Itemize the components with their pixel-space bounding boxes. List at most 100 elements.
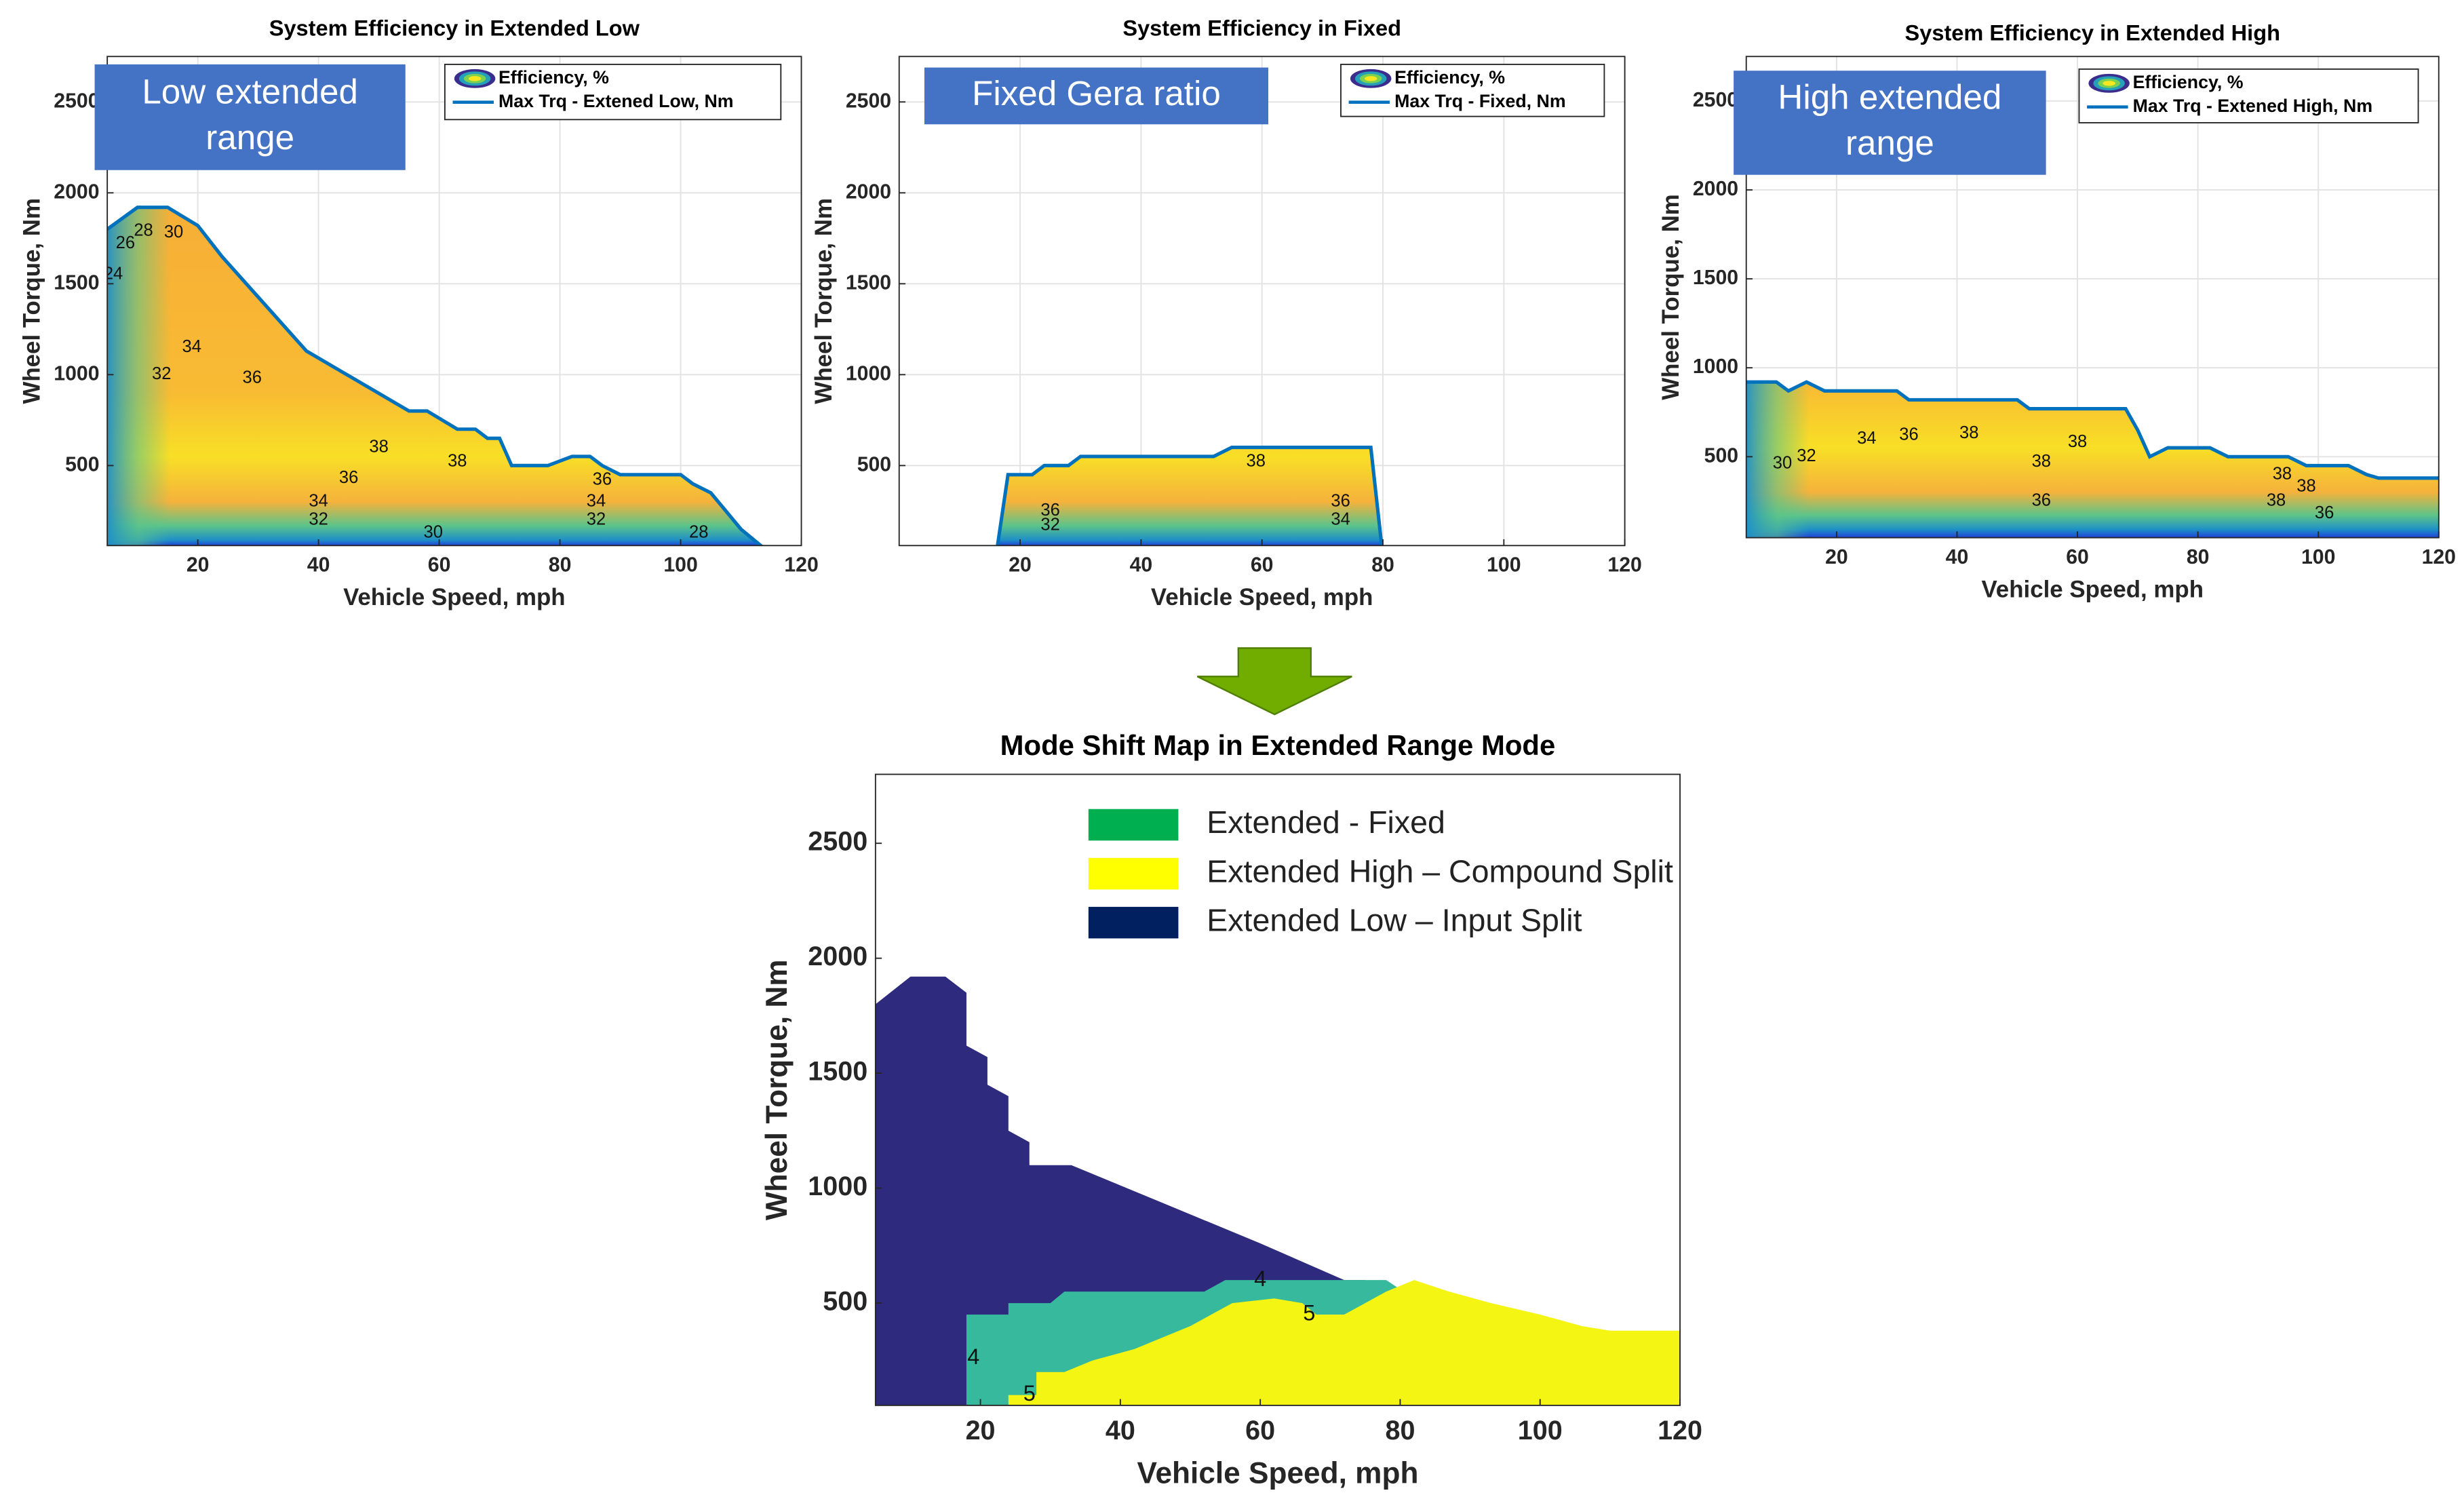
chart-title: Mode Shift Map in Extended Range Mode (1000, 729, 1556, 761)
contour-label: 34 (182, 337, 201, 356)
contour-label: 34 (1857, 429, 1876, 448)
x-axis-label: Vehicle Speed, mph (1137, 1456, 1418, 1490)
y-tick-label: 2000 (808, 941, 867, 971)
x-tick-label: 80 (2187, 546, 2210, 568)
contour-label: 30 (164, 222, 183, 241)
x-tick-label: 20 (1009, 554, 1032, 577)
contour-label: 36 (2032, 491, 2051, 510)
chart-title: System Efficiency in Fixed (1122, 16, 1401, 40)
contour-label: 32 (152, 364, 171, 383)
contour-label: 28 (134, 220, 153, 239)
y-tick-label: 1500 (846, 271, 891, 294)
contour-label: 36 (1331, 492, 1350, 511)
plot: 4 4 5 5 (875, 976, 1681, 1405)
chart: 4 4 5 5 20 40 60 80 100 120 500 1000 1500 2000 2500 Mod… (760, 729, 1702, 1490)
legend-label: Extended Low – Input Split (1207, 902, 1582, 937)
callout-text: range (206, 118, 294, 157)
contour-label: 38 (1959, 423, 1978, 442)
contour-label: 38 (448, 452, 467, 471)
contour-label: 38 (369, 437, 388, 456)
contour-label: 38 (2032, 452, 2051, 471)
contour-label: 38 (2267, 491, 2286, 510)
x-tick-label: 40 (1106, 1416, 1135, 1445)
legend-swatch (1088, 857, 1179, 890)
contour-label: 34 (309, 492, 328, 511)
contour-label: 30 (1773, 454, 1792, 473)
contour-label: 38 (1247, 452, 1266, 471)
y-tick-label: 500 (65, 453, 99, 475)
y-tick-label: 1000 (54, 362, 99, 385)
callout-text: Fixed Gera ratio (972, 74, 1221, 113)
y-axis-label: Wheel Torque, Nm (1658, 194, 1684, 400)
x-tick-label: 20 (1825, 546, 1848, 568)
x-tick-label: 20 (966, 1416, 996, 1445)
x-tick-label: 120 (2422, 546, 2456, 568)
y-tick-label: 2000 (1693, 178, 1738, 200)
contour-label: 4 (1254, 1266, 1266, 1291)
contour-label: 36 (2315, 503, 2334, 522)
flow-arrow (1196, 647, 1352, 716)
legend-contour-icon (468, 76, 482, 81)
x-tick-label: 80 (1385, 1416, 1415, 1445)
callout-box (924, 67, 1268, 125)
max-torque-line (107, 206, 764, 546)
contour-label: 34 (587, 492, 606, 511)
efficiency-area-edge (997, 447, 1382, 546)
x-tick-label: 40 (1130, 554, 1153, 577)
x-tick-label: 100 (1518, 1416, 1563, 1445)
contour-label: 38 (2296, 477, 2315, 496)
axes-frame (874, 773, 1681, 1406)
contour-label: 30 (423, 522, 442, 541)
y-tick-label: 1500 (54, 271, 99, 294)
contour-label: 38 (2273, 464, 2292, 483)
contour-label: 38 (2068, 432, 2087, 451)
contour-label: 5 (1023, 1381, 1036, 1405)
axes-frame (106, 56, 802, 547)
x-tick-label: 120 (784, 554, 818, 577)
chart-title: System Efficiency in Extended Low (269, 16, 640, 40)
contour-label: 34 (1331, 510, 1350, 529)
callout-text: Low extended (142, 73, 358, 111)
contour-label: 32 (1040, 516, 1059, 535)
y-tick-label: 500 (823, 1287, 867, 1317)
contour-label: 36 (1899, 425, 1918, 444)
y-axis-label: Wheel Torque, Nm (810, 198, 837, 404)
max-torque-line (1746, 380, 2439, 480)
y-tick-label: 2000 (846, 180, 891, 203)
callout-text: range (1845, 123, 1934, 162)
legend-label: Extended - Fixed (1207, 804, 1445, 840)
axes-frame (1745, 56, 2440, 539)
x-tick-label: 60 (1251, 554, 1274, 577)
legend-label: Max Trq - Extened High, Nm (2133, 96, 2373, 116)
y-tick-label: 1500 (808, 1057, 867, 1087)
y-tick-label: 2000 (54, 180, 99, 203)
x-tick-label: 40 (1946, 546, 1969, 568)
y-axis-label: Wheel Torque, Nm (760, 959, 794, 1220)
legend-swatch (1088, 906, 1179, 939)
contour-label: 28 (689, 522, 708, 541)
chart-title: System Efficiency in Extended High (1905, 20, 2280, 45)
contour-label: 36 (593, 470, 612, 489)
efficiency-area-edge (107, 207, 761, 546)
x-tick-label: 60 (428, 554, 451, 577)
x-tick-label: 60 (1245, 1416, 1275, 1445)
contour-label: 36 (243, 368, 262, 387)
efficiency-area-edge (1746, 382, 2439, 538)
x-tick-label: 100 (663, 554, 697, 577)
y-tick-label: 2500 (808, 827, 867, 857)
x-axis-label: Vehicle Speed, mph (343, 584, 566, 610)
x-tick-label: 20 (187, 554, 210, 577)
y-tick-label: 1000 (1693, 355, 1738, 378)
legend-box (2078, 68, 2419, 123)
legend-label: Extended High – Compound Split (1207, 853, 1673, 889)
x-tick-label: 80 (549, 554, 572, 577)
legend-contour-icon (1364, 76, 1377, 81)
y-tick-label: 1000 (846, 362, 891, 385)
x-tick-label: 40 (307, 554, 330, 577)
